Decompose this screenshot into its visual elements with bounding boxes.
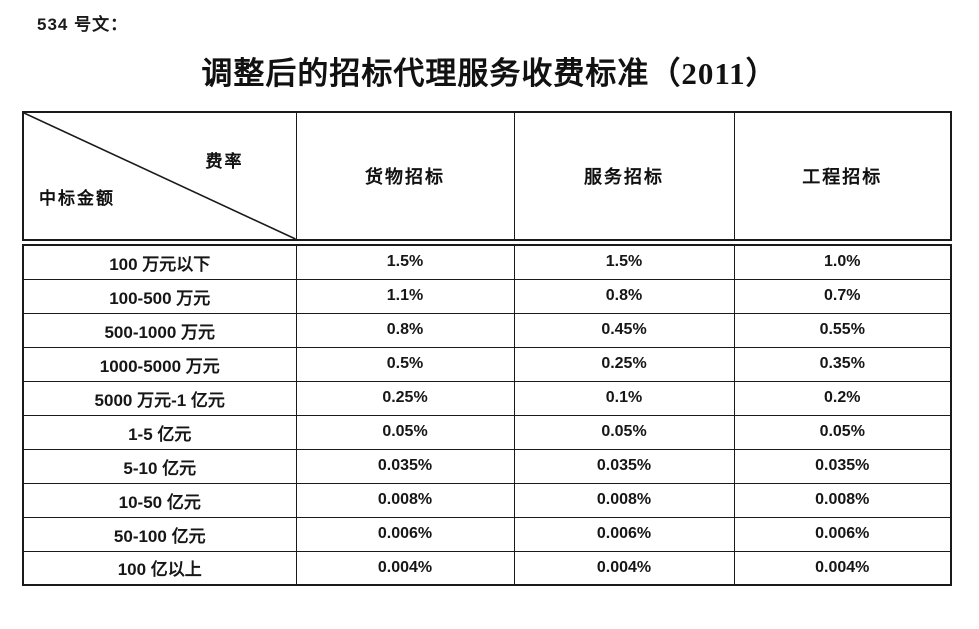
fee-cell-engineering: 0.008% — [733, 482, 952, 518]
table-row: 5000 万元-1 亿元 0.25% 0.1% 0.2% — [22, 380, 952, 416]
fee-cell-services: 0.004% — [513, 550, 735, 586]
fee-cell-goods: 0.008% — [295, 482, 515, 518]
fee-table-header: 费率 中标金额 货物招标 服务招标 工程招标 — [22, 111, 952, 241]
fee-cell-services: 1.5% — [513, 244, 735, 280]
table-row: 1-5 亿元 0.05% 0.05% 0.05% — [22, 414, 952, 450]
corner-label-bid-amount: 中标金额 — [39, 189, 115, 208]
header-row: 费率 中标金额 货物招标 服务招标 工程招标 — [22, 111, 952, 241]
table-row: 5-10 亿元 0.035% 0.035% 0.035% — [22, 448, 952, 484]
table-row: 100 万元以下 1.5% 1.5% 1.0% — [22, 244, 952, 280]
row-label-amount-range: 500-1000 万元 — [22, 312, 297, 348]
fee-cell-engineering: 0.006% — [733, 516, 952, 552]
fee-cell-goods: 1.5% — [295, 244, 515, 280]
fee-cell-services: 0.8% — [513, 278, 735, 314]
row-label-amount-range: 100-500 万元 — [22, 278, 297, 314]
table-row: 500-1000 万元 0.8% 0.45% 0.55% — [22, 312, 952, 348]
fee-cell-goods: 0.035% — [295, 448, 515, 484]
row-label-amount-range: 100 亿以上 — [22, 550, 297, 586]
column-header-goods-bidding: 货物招标 — [295, 111, 515, 241]
fee-cell-services: 0.25% — [513, 346, 735, 382]
corner-label-rate: 费率 — [205, 152, 244, 171]
fee-cell-engineering: 0.2% — [733, 380, 952, 416]
fee-cell-engineering: 1.0% — [733, 244, 952, 280]
row-label-amount-range: 1000-5000 万元 — [22, 346, 297, 382]
fee-cell-engineering: 0.004% — [733, 550, 952, 586]
fee-cell-services: 0.45% — [513, 312, 735, 348]
page-title: 调整后的招标代理服务收费标准（2011） — [201, 56, 778, 91]
fee-cell-goods: 0.5% — [295, 346, 515, 382]
fee-cell-goods: 0.25% — [295, 380, 515, 416]
fee-cell-services: 0.1% — [513, 380, 735, 416]
fee-cell-goods: 0.004% — [295, 550, 515, 586]
row-label-amount-range: 5-10 亿元 — [22, 448, 297, 484]
table-row: 10-50 亿元 0.008% 0.008% 0.008% — [22, 482, 952, 518]
doc-number-label: 534 号文： — [37, 15, 129, 34]
table-corner-cell: 费率 中标金额 — [22, 111, 297, 241]
fee-cell-goods: 1.1% — [295, 278, 515, 314]
column-header-engineering-bidding: 工程招标 — [733, 111, 952, 241]
row-label-amount-range: 1-5 亿元 — [22, 414, 297, 450]
fee-cell-engineering: 0.7% — [733, 278, 952, 314]
fee-standard-table: 费率 中标金额 货物招标 服务招标 工程招标 100 万元以下 1.5% 1.5… — [22, 111, 952, 586]
fee-cell-services: 0.008% — [513, 482, 735, 518]
table-row: 100-500 万元 1.1% 0.8% 0.7% — [22, 278, 952, 314]
diagonal-divider-line — [24, 113, 296, 239]
column-header-service-bidding: 服务招标 — [513, 111, 735, 241]
row-label-amount-range: 100 万元以下 — [22, 244, 297, 280]
fee-cell-services: 0.006% — [513, 516, 735, 552]
row-label-amount-range: 10-50 亿元 — [22, 482, 297, 518]
fee-cell-goods: 0.8% — [295, 312, 515, 348]
fee-cell-goods: 0.006% — [295, 516, 515, 552]
fee-cell-services: 0.035% — [513, 448, 735, 484]
fee-cell-engineering: 0.35% — [733, 346, 952, 382]
fee-cell-goods: 0.05% — [295, 414, 515, 450]
table-row: 1000-5000 万元 0.5% 0.25% 0.35% — [22, 346, 952, 382]
row-label-amount-range: 50-100 亿元 — [22, 516, 297, 552]
fee-cell-services: 0.05% — [513, 414, 735, 450]
fee-cell-engineering: 0.55% — [733, 312, 952, 348]
fee-cell-engineering: 0.05% — [733, 414, 952, 450]
fee-cell-engineering: 0.035% — [733, 448, 952, 484]
fee-table-body: 100 万元以下 1.5% 1.5% 1.0% 100-500 万元 1.1% … — [22, 244, 952, 586]
row-label-amount-range: 5000 万元-1 亿元 — [22, 380, 297, 416]
table-row: 50-100 亿元 0.006% 0.006% 0.006% — [22, 516, 952, 552]
table-row: 100 亿以上 0.004% 0.004% 0.004% — [22, 550, 952, 586]
